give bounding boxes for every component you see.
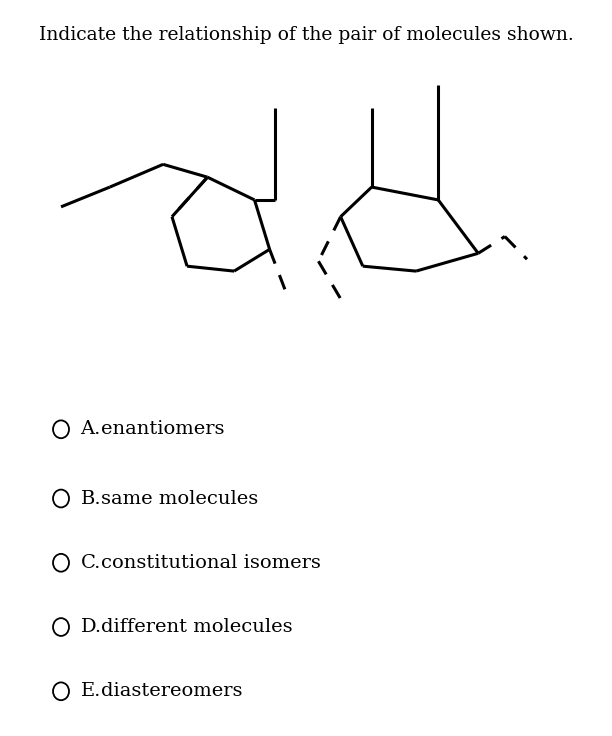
Text: diastereomers: diastereomers xyxy=(101,682,242,700)
Text: D.: D. xyxy=(81,618,102,636)
Text: C.: C. xyxy=(81,553,101,572)
Text: Indicate the relationship of the pair of molecules shown.: Indicate the relationship of the pair of… xyxy=(39,26,573,44)
Text: E.: E. xyxy=(81,682,101,700)
Text: enantiomers: enantiomers xyxy=(101,420,225,439)
Text: different molecules: different molecules xyxy=(101,618,293,636)
Text: constitutional isomers: constitutional isomers xyxy=(101,553,321,572)
Text: B.: B. xyxy=(81,489,101,508)
Text: A.: A. xyxy=(81,420,101,439)
Text: same molecules: same molecules xyxy=(101,489,258,508)
